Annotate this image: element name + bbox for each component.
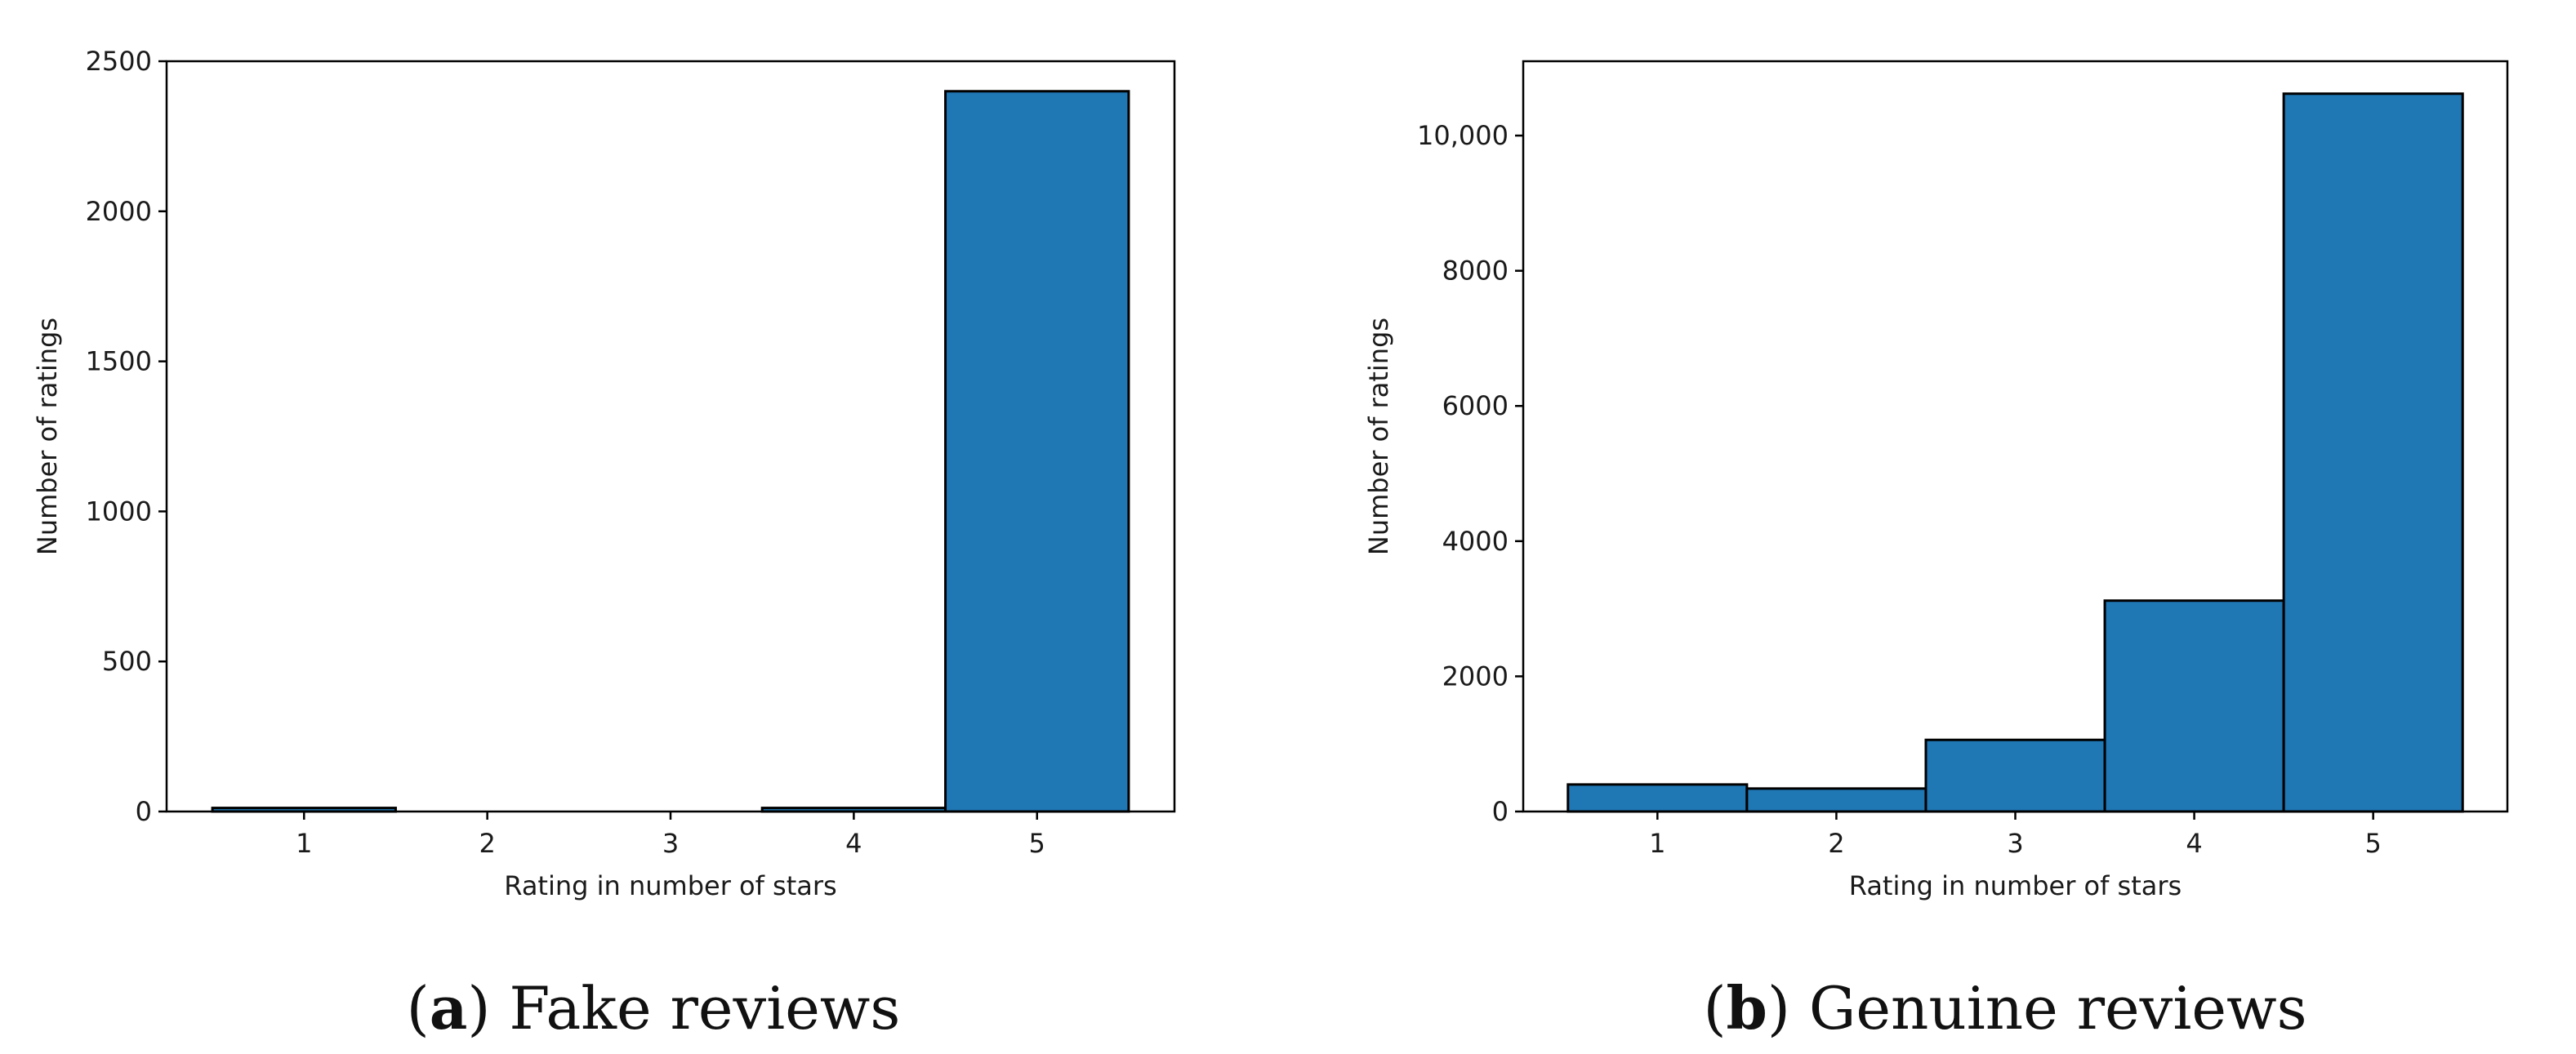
y-tick-label: 500 [102, 646, 152, 677]
x-tick-label: 1 [296, 828, 312, 859]
x-tick-label: 2 [479, 828, 495, 859]
y-tick-label: 6000 [1442, 390, 1509, 421]
y-tick-label: 2000 [86, 196, 152, 227]
caption-text: Fake reviews [509, 974, 900, 1043]
bar-2 [1745, 787, 1928, 813]
panel-caption: (a) Fake reviews [407, 973, 901, 1043]
bar-3 [1924, 738, 2106, 813]
y-tick-label: 0 [136, 796, 152, 827]
x-axis-label: Rating in number of stars [1849, 870, 2182, 901]
y-tick-label: 4000 [1442, 526, 1509, 557]
caption-letter: a [430, 973, 468, 1043]
y-tick-label: 1000 [86, 496, 152, 527]
x-tick-label: 1 [1649, 828, 1665, 859]
x-tick-label: 3 [662, 828, 679, 859]
bar-5 [2282, 92, 2464, 813]
bar-4 [2103, 599, 2285, 813]
y-tick-label: 2500 [86, 46, 152, 77]
bar-1 [1567, 783, 1749, 813]
panel-caption: (b) Genuine reviews [1703, 973, 2306, 1043]
x-tick-label: 4 [2186, 828, 2202, 859]
caption-letter: b [1727, 973, 1767, 1043]
x-tick-label: 3 [2007, 828, 2023, 859]
y-tick-label: 0 [1492, 796, 1509, 827]
x-tick-label: 4 [845, 828, 862, 859]
y-axis-label: Number of ratings [32, 318, 63, 555]
y-tick-label: 10,000 [1417, 120, 1509, 151]
x-tick-label: 5 [2365, 828, 2382, 859]
bar-5 [944, 90, 1130, 813]
y-tick-label: 1500 [86, 346, 152, 377]
y-tick-label: 2000 [1442, 660, 1509, 692]
y-axis-label: Number of ratings [1363, 318, 1394, 555]
y-tick-label: 8000 [1442, 256, 1509, 287]
genuine-reviews-chart: 0 2000 4000 6000 8000 10,000 1 2 3 4 5 Rating in nu… [1363, 60, 2509, 1043]
x-axis-label: Rating in number of stars [504, 870, 836, 901]
fake-reviews-chart: 0 500 1000 1500 2000 2500 1 2 3 4 5 Rating in numbe… [32, 46, 1176, 1043]
caption-text: Genuine reviews [1809, 974, 2307, 1043]
x-tick-label: 2 [1828, 828, 1844, 859]
x-tick-label: 5 [1029, 828, 1045, 859]
